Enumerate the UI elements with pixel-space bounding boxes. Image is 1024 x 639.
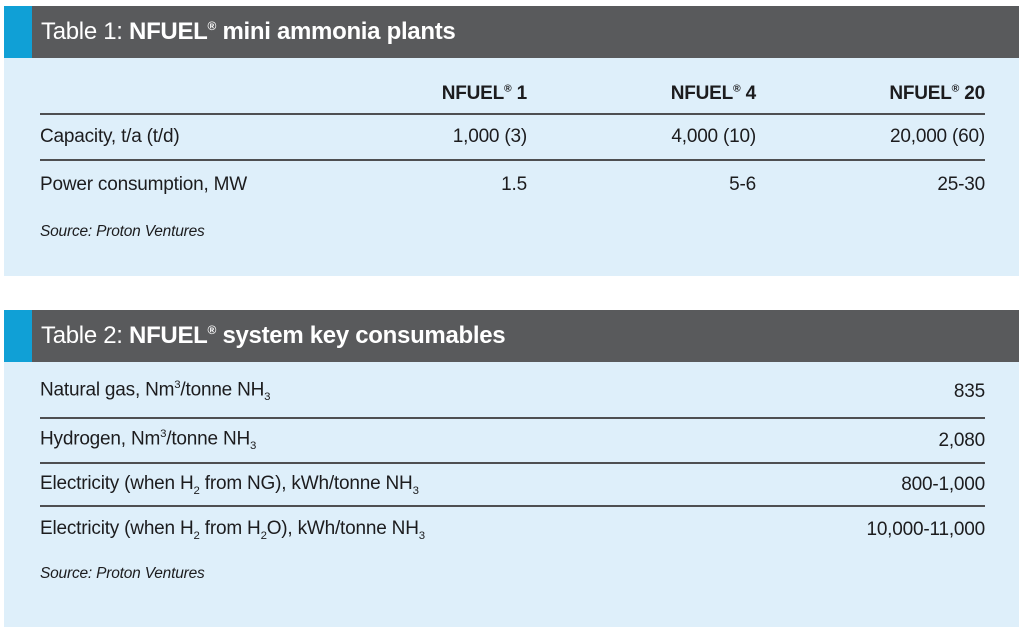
table1-col-header-nfuel20: NFUEL® 20: [889, 83, 985, 104]
table2-panel: Natural gas, Nm3/tonne NH3 835 Hydrogen,…: [4, 362, 1019, 627]
accent-square: [4, 6, 32, 58]
table1-row-power: Power consumption, MW 1.5 5-6 25-30: [40, 161, 985, 208]
table1-source-note: Source: Proton Ventures: [40, 223, 205, 240]
table1-cell: 5-6: [729, 173, 756, 195]
table1-header-row: NFUEL® 1 NFUEL® 4 NFUEL® 20: [40, 58, 985, 115]
page: Table 1: NFUEL® mini ammonia plants NFUE…: [0, 6, 1024, 627]
table2-title-main: NFUEL® system key consumables: [129, 322, 506, 349]
table1-row-label: Capacity, t/a (t/d): [40, 126, 180, 147]
table1-title-prefix: Table 1:: [41, 18, 130, 45]
table2-row-natural-gas: Natural gas, Nm3/tonne NH3 835: [40, 362, 985, 419]
table2-row-value: 800-1,000: [901, 473, 985, 495]
table2-row-label: Electricity (when H2 from NG), kWh/tonne…: [40, 472, 419, 497]
table2-row-value: 2,080: [938, 429, 985, 451]
table2-row-electricity-ng: Electricity (when H2 from NG), kWh/tonne…: [40, 464, 985, 507]
table2-row-value: 10,000-11,000: [866, 518, 985, 540]
table1-cell: 25-30: [937, 173, 985, 195]
table1-title-main: NFUEL® mini ammonia plants: [129, 18, 456, 45]
table1-cell: 4,000 (10): [671, 126, 756, 147]
table1-row-label: Power consumption, MW: [40, 173, 247, 195]
table1-panel: NFUEL® 1 NFUEL® 4 NFUEL® 20 Capacity, t/…: [4, 58, 1019, 276]
table1-title: Table 1: NFUEL® mini ammonia plants: [41, 18, 456, 46]
table1-row-capacity: Capacity, t/a (t/d) 1,000 (3) 4,000 (10)…: [40, 115, 985, 161]
table2-row-label: Electricity (when H2 from H2O), kWh/tonn…: [40, 517, 425, 542]
table2-title-prefix: Table 2:: [41, 322, 130, 349]
table1-col-header-nfuel4: NFUEL® 4: [670, 83, 756, 104]
table2-title-bar: Table 2: NFUEL® system key consumables: [4, 310, 1019, 362]
table1-col-header-nfuel1: NFUEL® 1: [441, 83, 527, 104]
table1-cell: 20,000 (60): [890, 126, 985, 147]
table2-card: Table 2: NFUEL® system key consumables N…: [4, 310, 1019, 627]
table2-row-hydrogen: Hydrogen, Nm3/tonne NH3 2,080: [40, 419, 985, 464]
table1-cell: 1,000 (3): [452, 126, 527, 147]
table1-cell: 1.5: [501, 173, 527, 195]
table1-title-bar: Table 1: NFUEL® mini ammonia plants: [4, 6, 1019, 58]
accent-square: [4, 310, 32, 362]
table2-title: Table 2: NFUEL® system key consumables: [41, 322, 506, 350]
table2-source-note: Source: Proton Ventures: [40, 565, 205, 582]
table2-row-label: Natural gas, Nm3/tonne NH3: [40, 379, 271, 404]
table2-row-label: Hydrogen, Nm3/tonne NH3: [40, 428, 257, 453]
table1-card: Table 1: NFUEL® mini ammonia plants NFUE…: [4, 6, 1019, 276]
table2-row-value: 835: [953, 380, 985, 402]
table2-row-electricity-h2o: Electricity (when H2 from H2O), kWh/tonn…: [40, 507, 985, 552]
